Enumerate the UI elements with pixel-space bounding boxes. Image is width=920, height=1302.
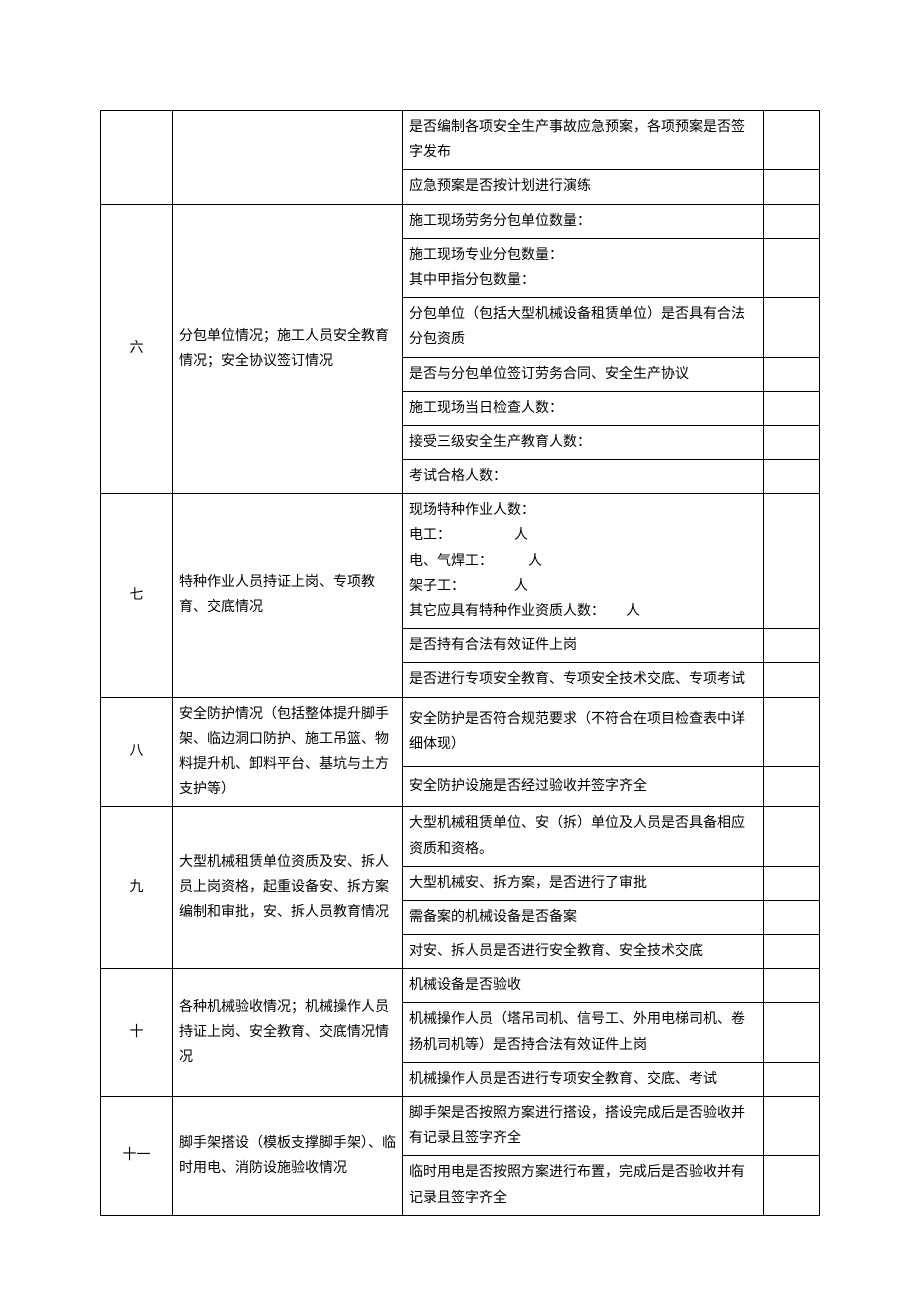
check-item: 机械操作人员是否进行专项安全教育、交底、考试: [403, 1062, 764, 1096]
result-cell: [764, 629, 820, 663]
result-cell: [764, 866, 820, 900]
check-item: 施工现场当日检查人数：: [403, 391, 764, 425]
check-item: 临时用电是否按照方案进行布置，完成后是否验收并有记录且签字齐全: [403, 1156, 764, 1215]
section-topic: 特种作业人员持证上岗、专项教育、交底情况: [173, 494, 403, 697]
check-item: 脚手架是否按照方案进行搭设，搭设完成后是否验收并有记录且签字齐全: [403, 1097, 764, 1156]
check-item: 是否进行专项安全教育、专项安全技术交底、专项考试: [403, 663, 764, 697]
result-cell: [764, 204, 820, 238]
result-cell: [764, 357, 820, 391]
check-item: 接受三级安全生产教育人数：: [403, 425, 764, 459]
check-item: 需备案的机械设备是否备案: [403, 900, 764, 934]
table-row: 八安全防护情况（包括整体提升脚手架、临边洞口防护、施工吊篮、物料提升机、卸料平台…: [101, 697, 820, 767]
check-item: 分包单位（包括大型机械设备租赁单位）是否具有合法分包资质: [403, 298, 764, 357]
section-number: 八: [101, 697, 173, 807]
result-cell: [764, 238, 820, 297]
result-cell: [764, 494, 820, 629]
table-row: 九大型机械租赁单位资质及安、拆人员上岗资格，起重设备安、拆方案编制和审批，安、拆…: [101, 807, 820, 866]
table-row: 七特种作业人员持证上岗、专项教育、交底情况现场特种作业人数： 电工： 人 电、气…: [101, 494, 820, 629]
result-cell: [764, 1003, 820, 1062]
section-number: 九: [101, 807, 173, 969]
result-cell: [764, 807, 820, 866]
section-topic: 脚手架搭设（模板支撑脚手架）、临时用电、消防设施验收情况: [173, 1097, 403, 1216]
check-item: 是否持有合法有效证件上岗: [403, 629, 764, 663]
result-cell: [764, 663, 820, 697]
result-cell: [764, 298, 820, 357]
result-cell: [764, 425, 820, 459]
section-topic: [173, 111, 403, 205]
check-item: 是否编制各项安全生产事故应急预案，各项预案是否签字发布: [403, 111, 764, 170]
check-item: 施工现场劳务分包单位数量：: [403, 204, 764, 238]
check-item: 安全防护是否符合规范要求（不符合在项目检查表中详细体现）: [403, 697, 764, 767]
check-item: 对安、拆人员是否进行安全教育、安全技术交底: [403, 935, 764, 969]
result-cell: [764, 1097, 820, 1156]
result-cell: [764, 900, 820, 934]
section-number: 七: [101, 494, 173, 697]
check-item: 是否与分包单位签订劳务合同、安全生产协议: [403, 357, 764, 391]
section-topic: 分包单位情况；施工人员安全教育情况；安全协议签订情况: [173, 204, 403, 494]
section-number: [101, 111, 173, 205]
result-cell: [764, 1156, 820, 1215]
result-cell: [764, 460, 820, 494]
checklist-table: 是否编制各项安全生产事故应急预案，各项预案是否签字发布应急预案是否按计划进行演练…: [100, 110, 820, 1216]
check-item: 应急预案是否按计划进行演练: [403, 170, 764, 204]
section-topic: 安全防护情况（包括整体提升脚手架、临边洞口防护、施工吊篮、物料提升机、卸料平台、…: [173, 697, 403, 807]
check-item: 施工现场专业分包数量： 其中甲指分包数量：: [403, 238, 764, 297]
check-item: 机械设备是否验收: [403, 969, 764, 1003]
check-item: 大型机械租赁单位、安（拆）单位及人员是否具备相应资质和资格。: [403, 807, 764, 866]
result-cell: [764, 111, 820, 170]
result-cell: [764, 969, 820, 1003]
result-cell: [764, 391, 820, 425]
section-number: 十: [101, 969, 173, 1097]
table-row: 十一脚手架搭设（模板支撑脚手架）、临时用电、消防设施验收情况脚手架是否按照方案进…: [101, 1097, 820, 1156]
section-topic: 大型机械租赁单位资质及安、拆人员上岗资格，起重设备安、拆方案编制和审批，安、拆人…: [173, 807, 403, 969]
check-item: 安全防护设施是否经过验收并签字齐全: [403, 767, 764, 807]
result-cell: [764, 170, 820, 204]
section-number: 十一: [101, 1097, 173, 1216]
table-row: 是否编制各项安全生产事故应急预案，各项预案是否签字发布: [101, 111, 820, 170]
result-cell: [764, 935, 820, 969]
result-cell: [764, 767, 820, 807]
result-cell: [764, 1062, 820, 1096]
table-row: 六分包单位情况；施工人员安全教育情况；安全协议签订情况施工现场劳务分包单位数量：: [101, 204, 820, 238]
document-page: 是否编制各项安全生产事故应急预案，各项预案是否签字发布应急预案是否按计划进行演练…: [0, 0, 920, 1276]
section-topic: 各种机械验收情况；机械操作人员持证上岗、安全教育、交底情况情况: [173, 969, 403, 1097]
section-number: 六: [101, 204, 173, 494]
check-item: 考试合格人数：: [403, 460, 764, 494]
table-row: 十各种机械验收情况；机械操作人员持证上岗、安全教育、交底情况情况机械设备是否验收: [101, 969, 820, 1003]
check-item: 现场特种作业人数： 电工： 人 电、气焊工： 人 架子工： 人 其它应具有特种作…: [403, 494, 764, 629]
result-cell: [764, 697, 820, 767]
check-item: 机械操作人员（塔吊司机、信号工、外用电梯司机、卷扬机司机等）是否持合法有效证件上…: [403, 1003, 764, 1062]
check-item: 大型机械安、拆方案，是否进行了审批: [403, 866, 764, 900]
